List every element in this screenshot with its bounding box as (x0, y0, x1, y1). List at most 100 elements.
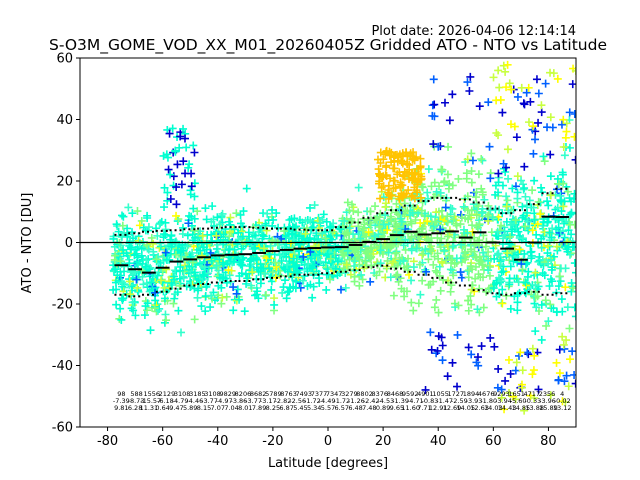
data-point (137, 216, 146, 225)
bin-mean-label: -1.26 (348, 397, 365, 405)
data-point (253, 237, 262, 246)
data-point (253, 287, 262, 296)
y-axis-label: ATO - NTO [DU] (20, 193, 35, 294)
bin-mean-label: -0.02 (554, 397, 571, 405)
data-point (546, 191, 555, 200)
bin-std-label: 12.69 (443, 404, 462, 412)
data-point (490, 254, 499, 263)
data-point (264, 264, 273, 273)
data-point (505, 79, 514, 88)
data-point (448, 242, 457, 251)
data-point (523, 285, 532, 294)
data-point (372, 215, 381, 224)
data-point (464, 343, 473, 352)
bin-std-label: 6.57 (335, 404, 349, 412)
data-point (557, 120, 566, 129)
data-point (506, 304, 515, 313)
data-point (256, 224, 265, 233)
data-point (477, 155, 486, 164)
bin-count-label: 8376 (372, 390, 389, 398)
data-point (559, 115, 568, 124)
bin-mean-label: -0.83 (422, 397, 439, 405)
data-point (457, 232, 466, 241)
bin-std-label: 5.45 (293, 404, 307, 412)
data-point (127, 243, 136, 252)
data-point (554, 230, 563, 239)
data-point (401, 206, 410, 215)
data-point (163, 196, 172, 205)
y-tick-label: 0 (65, 236, 73, 251)
data-point (432, 295, 441, 304)
data-point (135, 239, 144, 248)
data-point (140, 311, 149, 320)
data-point (505, 274, 514, 283)
data-point (565, 324, 574, 333)
data-point (555, 369, 564, 378)
data-point (163, 153, 172, 162)
data-point (523, 217, 532, 226)
data-point (448, 204, 457, 213)
data-point (440, 98, 449, 107)
x-tick-label: -80 (97, 434, 118, 449)
data-point (395, 253, 404, 262)
data-point (392, 223, 401, 232)
data-point (278, 288, 287, 297)
data-point (366, 277, 375, 286)
bin-std-label: 6.48 (348, 404, 362, 412)
bin-std-label: 6.87 (279, 404, 293, 412)
data-point (445, 116, 454, 125)
data-point (565, 108, 574, 117)
data-point (392, 237, 401, 246)
data-point (418, 251, 427, 260)
data-point (540, 258, 549, 267)
bin-mean-label: -2.59 (451, 397, 468, 405)
data-point (559, 142, 568, 151)
data-point (423, 188, 432, 197)
data-point (552, 242, 561, 251)
data-point (440, 177, 449, 186)
data-point (173, 160, 182, 169)
plot-date-label: Plot date: 2026-04-06 12:14:14 (371, 24, 576, 39)
data-point (229, 257, 238, 266)
data-point (119, 212, 128, 221)
data-point (531, 327, 540, 336)
data-point (147, 233, 156, 242)
data-point (515, 351, 524, 360)
data-point (222, 278, 231, 287)
data-point (502, 192, 511, 201)
data-point (297, 258, 306, 267)
bin-std-label: 0.64 (155, 404, 169, 412)
bin-count-label: 9293 (493, 390, 510, 398)
data-point (123, 224, 132, 233)
data-point (219, 230, 228, 239)
data-point (561, 398, 570, 407)
data-point (521, 278, 530, 287)
data-point (263, 209, 272, 218)
data-point (381, 224, 390, 233)
data-point (147, 278, 156, 287)
data-point (407, 192, 416, 201)
data-point (564, 226, 573, 235)
data-point (514, 278, 523, 287)
data-point (518, 180, 527, 189)
y-tick-label: -60 (52, 421, 73, 436)
data-point (552, 308, 561, 317)
data-point (500, 230, 509, 239)
bin-count-label: 3108 (204, 390, 221, 398)
data-point (547, 233, 556, 242)
data-point (282, 252, 291, 261)
data-point (310, 235, 319, 244)
bin-mean-label: -2.42 (363, 397, 380, 405)
data-point (443, 218, 452, 227)
data-point (130, 251, 139, 260)
data-point (499, 159, 508, 168)
data-point (354, 183, 363, 192)
bin-count-label: 1727 (448, 390, 465, 398)
bin-statistics-layer (114, 187, 570, 298)
data-point (189, 204, 198, 213)
data-point (383, 226, 392, 235)
data-point (466, 292, 475, 301)
data-point (501, 67, 510, 76)
data-point (463, 192, 472, 201)
data-point (345, 224, 354, 233)
